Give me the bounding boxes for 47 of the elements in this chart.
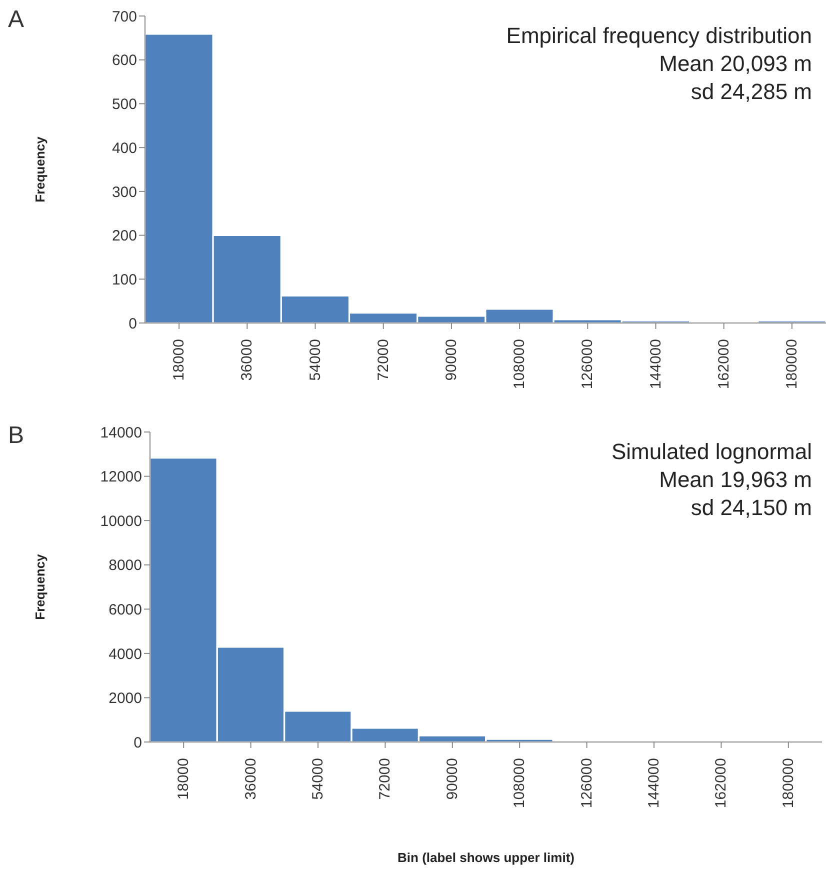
y-tick-label: 2000 (108, 690, 142, 708)
y-tick-label: 100 (112, 271, 137, 288)
y-tick-label: 700 (112, 8, 137, 26)
x-tick-label: 144000 (647, 339, 664, 390)
x-tick-label: 18000 (175, 758, 192, 800)
annotation: Mean 20,093 m (658, 50, 812, 78)
y-tick-label: 500 (112, 96, 137, 114)
x-tick-label: 72000 (374, 339, 392, 381)
x-tick-label: 90000 (444, 758, 461, 800)
annotation: Simulated lognormal (611, 438, 812, 466)
chart-title: B (8, 422, 24, 450)
x-tick-label: 162000 (715, 339, 732, 390)
y-tick-label: 14000 (100, 424, 142, 442)
y-axis-title: Frequency (32, 136, 48, 202)
x-tick-label: 36000 (242, 758, 260, 800)
x-tick-label: 54000 (306, 339, 324, 381)
x-tick-label: 180000 (780, 758, 797, 808)
x-tick-label: 90000 (442, 339, 460, 381)
x-tick-label: 54000 (310, 758, 326, 800)
y-tick-label: 8000 (108, 557, 142, 574)
x-tick-label: 72000 (376, 758, 394, 800)
y-tick-label: 200 (112, 228, 137, 245)
x-tick-label: 108000 (511, 339, 528, 390)
y-tick-label: 0 (128, 315, 137, 332)
y-tick-label: 12000 (100, 468, 142, 486)
x-tick-label: 162000 (712, 758, 730, 808)
x-tick-label: 126000 (579, 339, 596, 390)
x-axis-title: Bin (label shows upper limit) (398, 850, 574, 865)
y-tick-label: 400 (112, 140, 137, 157)
y-tick-label: 4000 (108, 646, 142, 663)
y-tick-label: 300 (112, 184, 137, 201)
x-tick-label: 36000 (238, 339, 256, 381)
y-tick-label: 10000 (100, 512, 142, 530)
y-tick-label: 600 (112, 52, 137, 70)
chart-title: A (8, 6, 24, 34)
y-tick-label: 6000 (108, 601, 142, 618)
x-tick-label: 18000 (170, 339, 188, 381)
annotation: sd 24,285 m (690, 78, 812, 106)
x-tick-label: 126000 (578, 758, 596, 808)
y-axis-title: Frequency (32, 553, 48, 620)
annotation: sd 24,150 m (690, 494, 812, 522)
annotation: Empirical frequency distribution (506, 22, 812, 50)
x-tick-label: 108000 (511, 758, 528, 808)
y-tick-label: 0 (134, 734, 142, 752)
annotation: Mean 19,963 m (658, 466, 812, 494)
x-tick-label: 144000 (646, 758, 662, 808)
x-tick-label: 180000 (783, 339, 800, 390)
